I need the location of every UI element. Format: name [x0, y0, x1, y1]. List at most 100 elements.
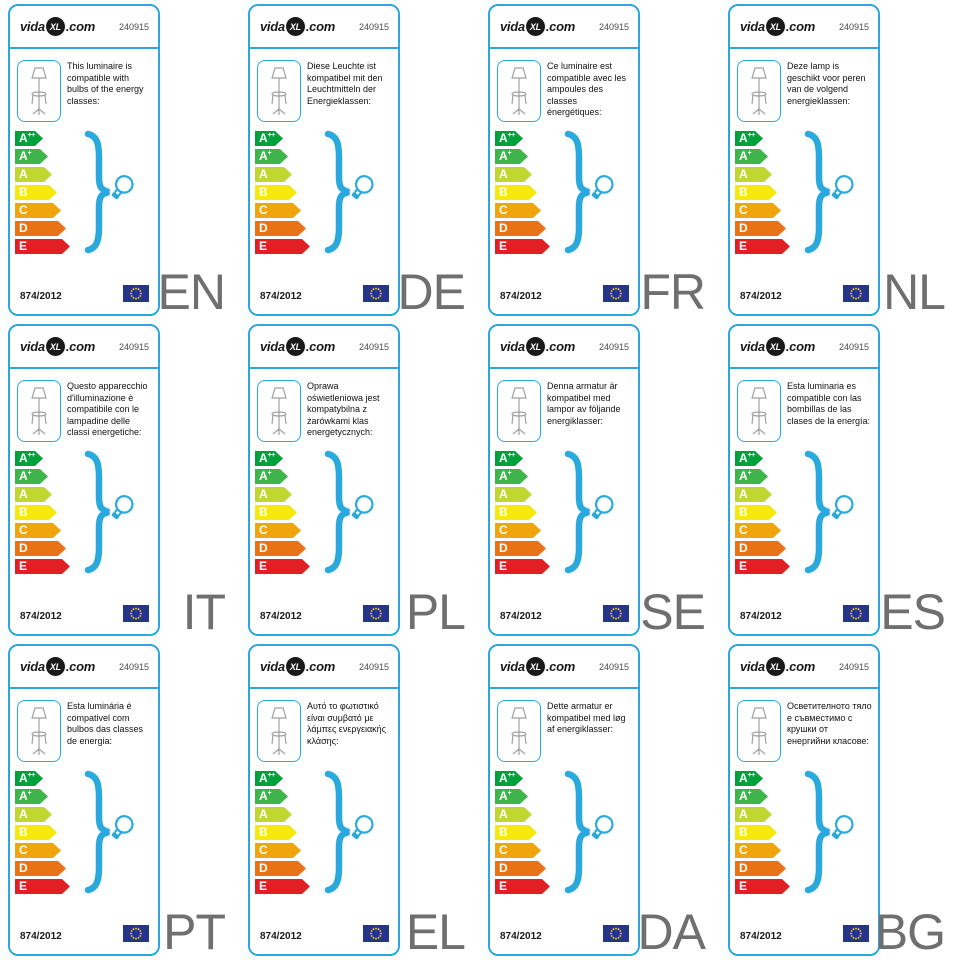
vidaxl-logo: vida XL .com [20, 337, 95, 356]
energy-arrow: E [735, 239, 790, 254]
logo-prefix: vida [260, 339, 285, 354]
energy-class-sup: ++ [267, 772, 275, 779]
regulation-number: 874/2012 [20, 610, 62, 622]
info-section: Ce luminaire est compatible avec les amp… [490, 49, 638, 122]
energy-arrow-list: A++ A+ A B C D E [495, 451, 550, 577]
energy-class-section: A++ A+ A B C D E [250, 130, 398, 261]
energy-class-letter: A [739, 451, 748, 465]
logo-suffix: .com [545, 339, 575, 354]
energy-class-section: A++ A+ A B C D E [730, 769, 878, 901]
curly-brace-icon [84, 449, 114, 580]
info-section: Deze lamp is geschikt voor peren van de … [730, 49, 878, 122]
energy-class-letter: B [739, 825, 748, 839]
logo-prefix: vida [20, 339, 45, 354]
energy-class-sup: + [267, 150, 272, 157]
energy-arrow: E [255, 879, 310, 894]
product-number: 240915 [358, 661, 389, 672]
info-section: Denna armatur är kompatibel med lampor a… [490, 369, 638, 442]
energy-arrow: B [495, 825, 537, 840]
label-cell: vida XL .com 240915 Di [240, 0, 480, 320]
language-code: DE [397, 264, 466, 320]
energy-arrow: B [15, 185, 57, 200]
energy-label-card: vida XL .com 240915 Di [248, 4, 400, 316]
energy-class-sup: + [27, 470, 32, 477]
energy-class-letter: A [739, 807, 748, 821]
energy-class-letter: B [739, 185, 748, 199]
label-cell: vida XL .com 240915 Es [0, 640, 240, 960]
energy-arrow: D [735, 221, 786, 236]
energy-class-section: A++ A+ A B C D E [490, 450, 638, 581]
energy-class-letter: A [259, 789, 268, 803]
energy-arrow-list: A++ A+ A B C D E [15, 451, 70, 577]
energy-label-card: vida XL .com 240915 Es [8, 644, 160, 956]
energy-arrow: A+ [495, 469, 528, 484]
energy-arrow: C [735, 843, 781, 858]
curly-brace-icon [804, 769, 834, 900]
vidaxl-logo: vida XL .com [260, 17, 335, 36]
label-cell: vida XL .com 240915 Op [240, 320, 480, 640]
energy-class-letter: C [19, 843, 28, 857]
energy-arrow-list: A++ A+ A B C D E [735, 131, 790, 257]
energy-arrow: B [255, 185, 297, 200]
energy-arrow: E [735, 559, 790, 574]
product-number: 240915 [358, 21, 389, 32]
card-footer: 874/2012 [20, 605, 149, 627]
logo-prefix: vida [740, 339, 765, 354]
energy-arrow-list: A++ A+ A B C D E [15, 131, 70, 257]
energy-class-letter: C [739, 843, 748, 857]
language-code: SE [640, 584, 706, 640]
language-code: IT [182, 584, 226, 640]
curly-brace-icon [324, 449, 354, 580]
energy-arrow: B [255, 505, 297, 520]
energy-arrow-list: A++ A+ A B C D E [735, 451, 790, 577]
language-code: EN [157, 264, 226, 320]
logo-suffix: .com [545, 659, 575, 674]
floor-lamp-icon [497, 380, 541, 442]
label-cell: vida XL .com 240915 Th [0, 0, 240, 320]
card-header: vida XL .com 240915 [10, 6, 158, 49]
energy-arrow: A+ [255, 149, 288, 164]
floor-lamp-icon [257, 700, 301, 762]
energy-class-sup: ++ [747, 132, 755, 139]
light-bulb-icon [589, 493, 623, 534]
energy-arrow: A++ [495, 131, 523, 146]
energy-class-letter: C [499, 523, 508, 537]
energy-arrow-list: A++ A+ A B C D E [255, 771, 310, 897]
card-description: Esta luminaria es compatible con las bom… [787, 381, 871, 426]
energy-class-section: A++ A+ A B C D E [490, 130, 638, 261]
energy-class-letter: A [259, 807, 268, 821]
energy-arrow-list: A++ A+ A B C D E [735, 771, 790, 897]
card-footer: 874/2012 [740, 285, 869, 307]
energy-class-letter: D [259, 221, 268, 235]
energy-class-letter: C [19, 523, 28, 537]
language-code: EL [405, 904, 466, 960]
label-cell: vida XL .com 240915 Ce [480, 0, 720, 320]
curly-brace-icon [324, 769, 354, 900]
floor-lamp-icon [17, 700, 61, 762]
vidaxl-logo: vida XL .com [260, 337, 335, 356]
energy-class-letter: D [739, 221, 748, 235]
regulation-number: 874/2012 [740, 930, 782, 942]
energy-class-letter: C [259, 523, 268, 537]
energy-arrow: B [15, 825, 57, 840]
light-bulb-icon [829, 173, 863, 214]
info-section: Oprawa oświetleniowa jest kompatybilna z… [250, 369, 398, 442]
energy-class-letter: E [259, 239, 268, 253]
logo-suffix: .com [305, 659, 335, 674]
energy-class-sup: + [507, 470, 512, 477]
energy-arrow: D [15, 861, 66, 876]
floor-lamp-icon [17, 380, 61, 442]
energy-class-sup: + [507, 150, 512, 157]
card-footer: 874/2012 [500, 925, 629, 947]
info-section: Questo apparecchio d'illuminazione è com… [10, 369, 158, 442]
energy-class-letter: A [739, 167, 748, 181]
card-description: Αυτό το φωτιστικό είναι συμβατό με λάμπε… [307, 701, 387, 746]
energy-class-section: A++ A+ A B C D E [490, 770, 638, 901]
energy-class-sup: ++ [507, 772, 515, 779]
energy-arrow: C [255, 843, 301, 858]
label-cell: vida XL .com 240915 De [720, 0, 960, 320]
curly-brace-icon [804, 129, 834, 260]
energy-class-letter: C [739, 203, 748, 217]
energy-class-letter: D [499, 861, 508, 875]
